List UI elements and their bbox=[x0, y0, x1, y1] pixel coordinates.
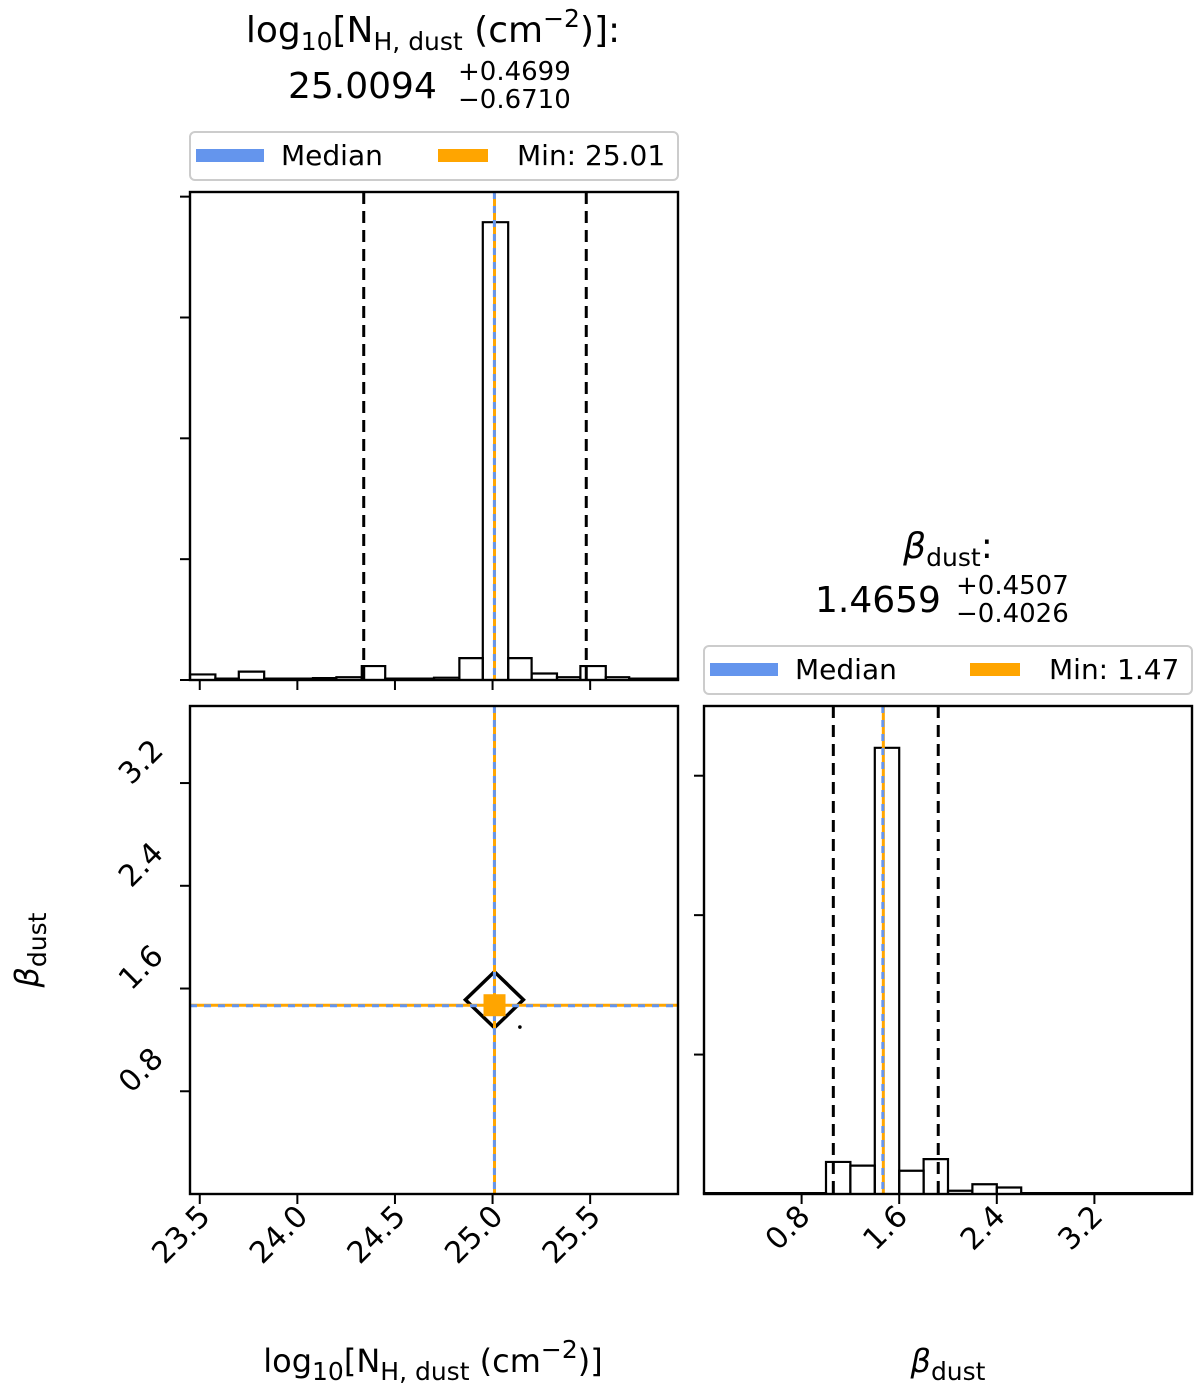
y-tick-label: 2.4 bbox=[112, 836, 170, 894]
top-value-minus: −0.6710 bbox=[458, 85, 571, 115]
histogram-bar bbox=[360, 664, 387, 680]
panel-scatter: 23.5 24.0 24.5 25.0 25.5 0.8 1.6 2.4 3.2 bbox=[112, 706, 678, 1271]
top-value-plus: +0.4699 bbox=[458, 57, 571, 87]
x-tick-label: 2.4 bbox=[954, 1199, 1012, 1257]
x-tick-label: 24.5 bbox=[341, 1199, 413, 1271]
legend-median-swatch bbox=[710, 663, 778, 676]
x-tick-label: 24.0 bbox=[243, 1199, 315, 1271]
x-tick-label: 3.2 bbox=[1052, 1199, 1110, 1257]
x-tick-label: 0.8 bbox=[759, 1199, 817, 1257]
x-axis-label-right: βdust bbox=[910, 1342, 986, 1386]
top-value: 25.0094 bbox=[288, 66, 437, 107]
panel-right-histogram: 0.8 1.6 2.4 3.2 bbox=[694, 706, 1194, 1257]
histogram-bar bbox=[824, 1160, 852, 1194]
histogram-bar bbox=[237, 670, 266, 680]
histogram-bar bbox=[458, 657, 484, 680]
y-axis-label: βdust bbox=[8, 912, 52, 988]
right-title: βdust: bbox=[902, 526, 993, 572]
right-value-minus: −0.4026 bbox=[956, 599, 1069, 629]
histogram-bars bbox=[702, 746, 1194, 1195]
histogram-bar bbox=[898, 1169, 925, 1194]
legend-min-swatch bbox=[438, 149, 488, 162]
x-tick-label: 25.5 bbox=[536, 1199, 608, 1271]
legend-min-swatch bbox=[970, 663, 1020, 676]
outlier-point bbox=[518, 1025, 522, 1029]
histogram-bar bbox=[971, 1183, 998, 1194]
histogram-bar bbox=[922, 1158, 950, 1194]
histogram-bar bbox=[507, 657, 533, 680]
histogram-bars bbox=[188, 221, 680, 680]
y-tick-label: 0.8 bbox=[112, 1041, 170, 1099]
top-title: log10[NH, dust (cm−2)]: bbox=[246, 4, 620, 56]
x-tick-label: 23.5 bbox=[145, 1199, 217, 1271]
min-point-marker bbox=[483, 994, 506, 1017]
legend-median-label: Median bbox=[795, 653, 897, 686]
y-tick-label: 1.6 bbox=[112, 939, 170, 997]
x-axis-label-left: log10[NH, dust (cm−2)] bbox=[263, 1335, 603, 1386]
right-legend: Median Min: 1.47 bbox=[703, 645, 1193, 695]
histogram-bar bbox=[579, 664, 607, 680]
right-value: 1.4659 bbox=[815, 580, 941, 621]
top-legend: Median Min: 25.01 bbox=[189, 131, 679, 181]
x-tick-label: 25.0 bbox=[438, 1199, 510, 1271]
panel-top-histogram bbox=[180, 192, 680, 690]
x-tick-label: 1.6 bbox=[856, 1199, 914, 1257]
histogram-bar bbox=[995, 1186, 1023, 1194]
right-value-plus: +0.4507 bbox=[956, 571, 1069, 601]
panel-scatter-frame bbox=[188, 704, 680, 1196]
histogram-bar bbox=[849, 1164, 876, 1194]
legend-median-label: Median bbox=[281, 139, 383, 172]
histogram-bar bbox=[873, 746, 901, 1194]
legend-min-label: Min: 1.47 bbox=[1049, 653, 1179, 686]
legend-median-swatch bbox=[196, 149, 264, 162]
legend-min-label: Min: 25.01 bbox=[517, 139, 665, 172]
panel-top-frame bbox=[188, 190, 680, 682]
y-tick-label: 3.2 bbox=[112, 733, 170, 791]
panel-right-frame bbox=[702, 704, 1194, 1196]
